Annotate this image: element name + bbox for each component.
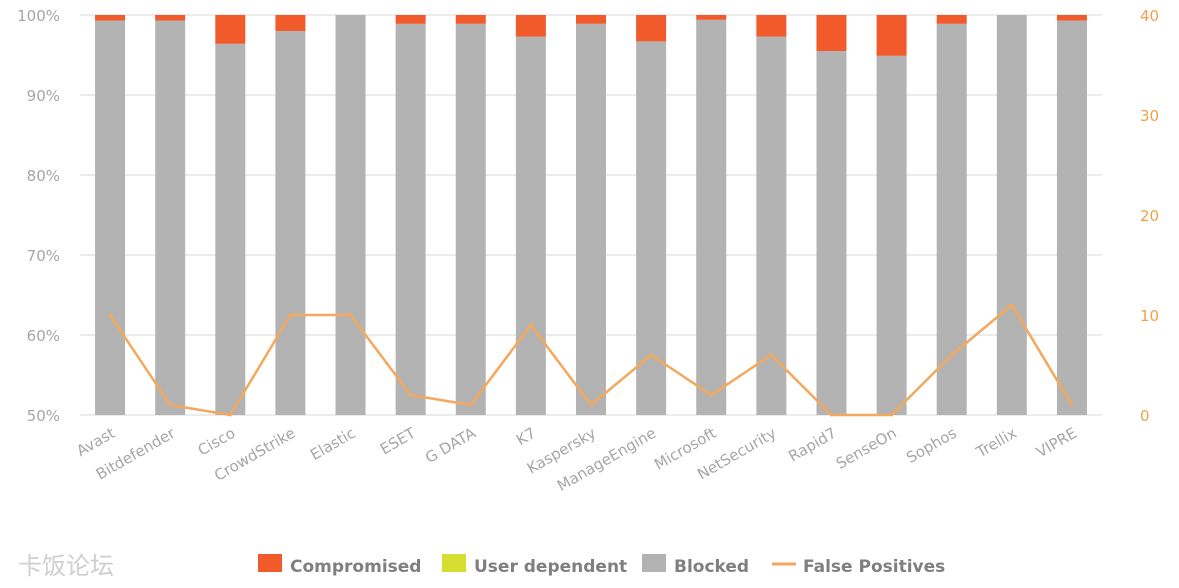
false-positives-point: [589, 403, 593, 407]
bar-compromised: [1056, 15, 1087, 21]
category-label: Rapid7: [785, 424, 839, 466]
legend-item-compromised[interactable]: Compromised: [258, 554, 421, 577]
bar-compromised: [395, 15, 426, 24]
y-tick-label: 50%: [27, 407, 60, 425]
false-positives-point: [829, 413, 833, 417]
bar-compromised: [636, 15, 667, 42]
bar-compromised: [215, 15, 246, 44]
bar-blocked: [215, 43, 246, 416]
bar-blocked: [335, 15, 366, 415]
bar-blocked: [756, 36, 787, 415]
y-tick-label: 70%: [27, 247, 60, 265]
category-label: ESET: [377, 423, 419, 458]
false-positives-point: [469, 403, 473, 407]
false-positives-point: [769, 353, 773, 357]
bar-compromised: [95, 15, 126, 21]
bar-compromised: [756, 15, 787, 37]
y-tick-label: 100%: [17, 7, 60, 25]
bar-blocked: [455, 23, 486, 416]
bar-blocked: [576, 23, 606, 416]
legend: Compromised User dependent Blocked False…: [258, 554, 945, 577]
bar-blocked: [515, 36, 546, 415]
false-positives-point: [950, 353, 954, 357]
legend-item-false-positives[interactable]: False Positives: [772, 557, 945, 577]
legend-label-false-positives: False Positives: [803, 557, 945, 577]
legend-swatch-user-dependent: [442, 554, 466, 572]
category-label: Elastic: [307, 424, 358, 464]
false-positives-point: [349, 313, 353, 317]
false-positives-point: [1010, 303, 1014, 307]
legend-label-compromised: Compromised: [290, 557, 421, 577]
category-label: Sophos: [903, 424, 960, 467]
y-tick-label: 60%: [27, 327, 60, 345]
bar-blocked: [636, 41, 667, 416]
bar-compromised: [515, 15, 546, 37]
bar-compromised: [576, 15, 606, 24]
bar-blocked: [275, 31, 306, 415]
false-positives-line: [108, 303, 1074, 417]
bar-compromised: [876, 15, 907, 56]
legend-label-user-dependent: User dependent: [474, 557, 627, 577]
category-label: SenseOn: [833, 424, 900, 473]
bar-compromised: [455, 15, 486, 24]
bar-blocked: [395, 23, 426, 416]
bar-blocked: [876, 55, 907, 416]
y2-tick-label: 40: [1140, 7, 1159, 25]
bar-compromised: [696, 15, 727, 20]
category-label: Cisco: [195, 424, 239, 460]
bar-blocked: [1056, 20, 1087, 415]
watermark: 卡饭论坛: [18, 552, 114, 580]
bar-blocked: [936, 23, 967, 416]
y2-tick-label: 0: [1140, 407, 1150, 425]
y2-tick-label: 20: [1140, 207, 1159, 225]
false-positives-point: [890, 413, 894, 417]
y-tick-label: 80%: [27, 167, 60, 185]
bar-compromised: [155, 15, 186, 21]
bar-compromised: [936, 15, 967, 24]
bar-blocked: [696, 19, 727, 416]
bar-blocked: [155, 20, 186, 415]
false-positives-point: [529, 323, 533, 327]
false-positives-point: [228, 413, 232, 417]
false-positives-point: [168, 403, 172, 407]
bar-compromised: [275, 15, 306, 31]
left-axis-ticks: 50% 60% 70% 80% 90% 100%: [17, 7, 60, 425]
bar-blocked: [95, 20, 126, 415]
false-positives-point: [709, 393, 713, 397]
legend-item-blocked[interactable]: Blocked: [642, 554, 749, 577]
false-positives-point: [649, 353, 653, 357]
y-tick-label: 90%: [27, 87, 60, 105]
bar-blocked: [816, 51, 847, 415]
category-label: Avast: [73, 424, 118, 460]
legend-swatch-compromised: [258, 554, 282, 572]
y2-tick-label: 30: [1140, 107, 1159, 125]
y2-tick-label: 10: [1140, 307, 1159, 325]
category-label: Trellix: [972, 424, 1020, 462]
false-positives-point: [288, 313, 292, 317]
bars: [95, 15, 1087, 416]
false-positives-point: [108, 313, 112, 317]
category-label: K7: [513, 424, 539, 449]
false-positives-point: [1070, 403, 1074, 407]
bar-blocked: [996, 15, 1027, 415]
false-positives-point: [409, 393, 413, 397]
legend-swatch-blocked: [642, 554, 666, 572]
category-label: G DATA: [422, 424, 479, 467]
category-label: VIPRE: [1033, 424, 1080, 461]
legend-item-user-dependent[interactable]: User dependent: [442, 554, 627, 577]
right-axis-ticks: 0 10 20 30 40: [1140, 7, 1159, 425]
legend-label-blocked: Blocked: [674, 557, 749, 577]
bar-compromised: [816, 15, 847, 51]
